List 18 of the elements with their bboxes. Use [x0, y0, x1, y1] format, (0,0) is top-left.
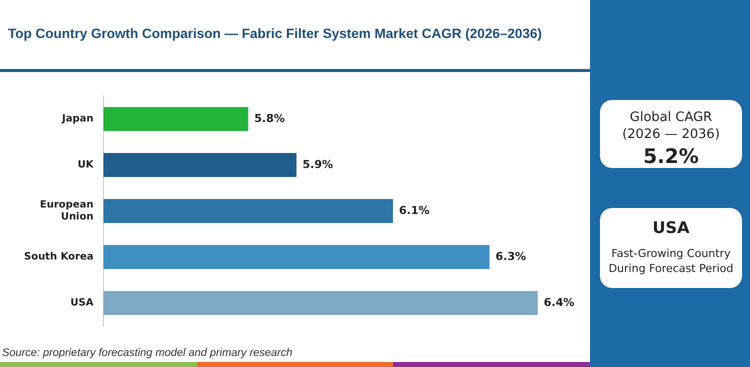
text: During Forecast Period	[608, 262, 734, 275]
y-tick-label: European Union	[40, 200, 94, 223]
data-label: 6.1%	[398, 204, 430, 217]
text: USA	[652, 218, 690, 237]
text: Global CAGR	[628, 110, 714, 125]
data-label: 5.8%	[254, 112, 285, 125]
data-label: 6.4%	[544, 296, 574, 309]
y-tick-label: USA	[70, 298, 94, 309]
data-label: 6.3%	[495, 250, 526, 263]
source-note: Source: proprietary forecasting model and primary research	[2, 347, 292, 359]
text: 5.2%	[642, 144, 700, 168]
data-label: 5.9%	[302, 158, 333, 171]
y-tick-label: UK	[78, 160, 95, 171]
text: (2026 — 2036)	[621, 127, 721, 142]
chart-title: Top Country Growth Comparison — Fabric Filter System Market CAGR (2026–2036)	[8, 26, 542, 41]
y-tick-label: South Korea	[24, 252, 94, 263]
text: Fast-Growing Country	[610, 247, 732, 260]
y-tick-label: Japan	[60, 114, 94, 125]
